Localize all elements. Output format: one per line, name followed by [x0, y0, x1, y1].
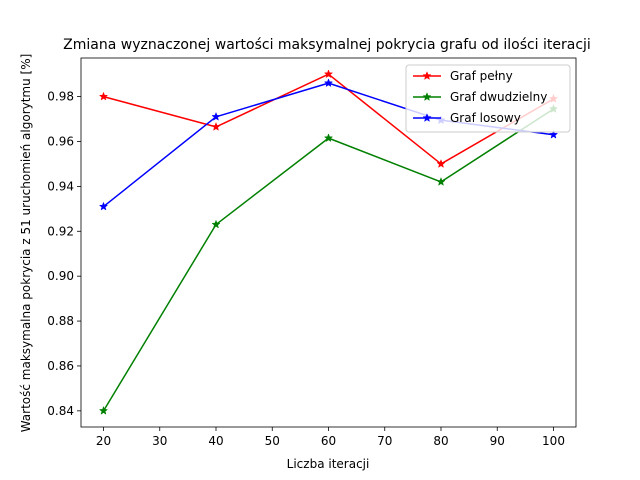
x-tick-label: 70: [377, 434, 392, 448]
legend-box: [405, 64, 571, 133]
y-axis-label: Wartość maksymalna pokrycia z 51 uruchom…: [19, 54, 33, 433]
plot-area: 20 30 40 50 60 70 80 90 100 0.84 0.86 0.88 0.90 0.92 0…: [47, 57, 577, 448]
y-tick-label: 0.98: [47, 90, 74, 104]
x-axis-label: Liczba iteracji: [287, 457, 370, 471]
legend-label: Graf pełny: [450, 69, 513, 83]
legend-marker: [422, 92, 432, 101]
legend-label: Graf dwudzielny: [450, 90, 547, 104]
data-point: [211, 111, 221, 121]
y-tick-label: 0.96: [47, 134, 74, 148]
y-tick-label: 0.94: [47, 179, 74, 193]
data-point: [436, 177, 446, 186]
y-tick-label: 0.90: [47, 269, 74, 283]
x-tick-label: 20: [96, 434, 111, 448]
chart-title: Zmiana wyznaczonej wartości maksymalnej …: [63, 37, 591, 53]
data-point: [98, 201, 109, 211]
x-tick-label: 40: [208, 434, 223, 448]
x-tick-label: 50: [265, 434, 280, 448]
y-tick-label: 0.84: [47, 404, 74, 418]
x-tick-label: 60: [321, 434, 336, 448]
y-tick-label: 0.86: [47, 359, 74, 373]
x-tick-label: 90: [490, 434, 505, 448]
data-point: [323, 78, 334, 88]
data-point: [548, 129, 559, 139]
data-point: [211, 219, 221, 229]
legend-marker: [422, 113, 432, 122]
y-tick-label: 0.88: [47, 314, 74, 328]
legend-label: Graf losowy: [450, 111, 521, 125]
data-point: [98, 405, 109, 415]
y-tick-label: 0.92: [47, 224, 74, 238]
axes-frame: [80, 57, 577, 428]
data-point: [98, 91, 109, 101]
data-point: [211, 122, 221, 131]
x-tick-label: 100: [542, 434, 565, 448]
x-tick-label: 30: [152, 434, 167, 448]
data-point: [323, 69, 334, 79]
legend-marker: [422, 71, 432, 80]
x-tick-label: 80: [433, 434, 448, 448]
data-point: [323, 133, 334, 143]
legend: Graf pełny Graf dwudzielny Graf losowy: [405, 64, 571, 133]
data-point: [436, 159, 446, 168]
